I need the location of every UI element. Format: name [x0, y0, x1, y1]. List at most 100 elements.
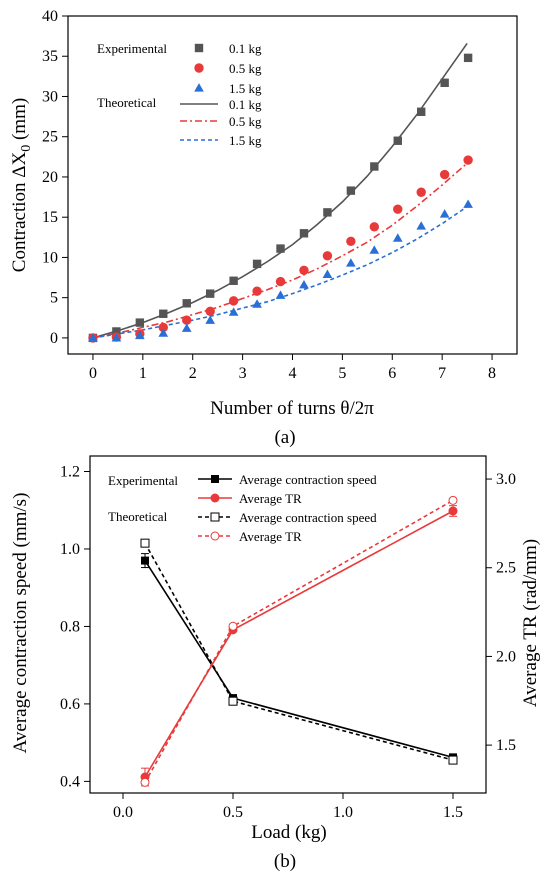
- data-point-a-1: [205, 306, 215, 317]
- data-point-a-0: [323, 208, 332, 217]
- plot-frame-a: [67, 15, 518, 355]
- data-point-b-2: [140, 538, 150, 548]
- data-point-a-0: [417, 107, 426, 116]
- data-point-a-2: [275, 290, 286, 299]
- data-point-a-2: [439, 209, 450, 218]
- x-tick-label-a: 4: [289, 365, 297, 382]
- x-tick-label-a: 0: [89, 365, 97, 382]
- data-point-a-1: [439, 169, 450, 180]
- data-point-b-2: [448, 755, 458, 765]
- x-tick-label-b: 1.0: [333, 804, 353, 821]
- data-point-a-0: [205, 289, 215, 298]
- x-tick-label-a: 7: [438, 365, 446, 382]
- data-point-b-2: [228, 696, 238, 706]
- x-tick-label-a: 6: [388, 365, 396, 382]
- x-tick-label-a: 8: [488, 365, 496, 382]
- data-point-b-3: [140, 777, 150, 787]
- y-axis-title-left-b: Average contraction speed (mm/s): [10, 493, 31, 754]
- series-points-a: [88, 53, 473, 343]
- data-point-a-0: [346, 186, 356, 195]
- series-line-b-0: [144, 560, 454, 759]
- y-axis-title-a-unit: (mm): [9, 98, 30, 145]
- data-point-a-0: [276, 244, 285, 253]
- series-line-b-2: [144, 542, 454, 761]
- data-point-a-1: [275, 276, 286, 287]
- data-point-a-2: [111, 333, 122, 342]
- legend-label-a-0: 0.1 kg: [229, 41, 262, 56]
- data-point-a-1: [393, 204, 403, 214]
- legend-a: Experimental Theoretical 0.1 kg 0.5 kg 1.5 k…: [97, 41, 262, 148]
- x-tick-label-a: 2: [189, 365, 197, 382]
- data-point-a-1: [322, 251, 333, 261]
- data-point-a-1: [182, 315, 192, 325]
- chart-panel-a: 0 1 2 3 4 5 6 7 8 0 5 10 15 20 25 30 35 40 Experimental Th…: [9, 8, 518, 448]
- legend-swatch-marker-b-1: [210, 493, 220, 503]
- legend-b: Experimental Theoretical Average contracti…: [108, 472, 377, 544]
- legend-label-b-2: Average contraction speed: [239, 510, 377, 525]
- y-tick-label-a: 25: [42, 129, 58, 146]
- legend-label-a-2: 1.5 kg: [229, 81, 262, 96]
- data-point-a-2: [88, 333, 98, 342]
- y-tick-label-left-b: 0.8: [60, 618, 80, 635]
- x-tick-label-b: 0.5: [223, 804, 243, 821]
- y-tick-label-right-b: 1.5: [496, 737, 516, 754]
- tick-group-b: 0.0 0.5 1.0 1.5 0.4 0.6 0.8 1.0 1.2 1.5 2.0 2.5 3.0: [60, 463, 516, 821]
- legend-label-b-0: Average contraction speed: [239, 472, 377, 487]
- x-tick-label-b: 0.0: [113, 804, 133, 821]
- chart-panel-b: 0.0 0.5 1.0 1.50.40.60.81.01.21.52.02.53.0 …: [10, 455, 541, 872]
- legend-swatch-marker-b-2: [210, 512, 220, 522]
- legend-label-a-3: 0.1 kg: [229, 97, 262, 112]
- legend-label-a-1: 0.5 kg: [229, 61, 262, 76]
- data-point-a-2: [299, 279, 309, 289]
- x-axis-title-b: Load (kg): [251, 822, 326, 843]
- data-point-b-0: [141, 556, 149, 565]
- data-point-a-2: [181, 323, 192, 332]
- series-line-b-1: [144, 510, 454, 778]
- y-tick-label-right-b: 3.0: [496, 471, 516, 488]
- data-point-a-2: [346, 258, 356, 267]
- data-point-a-2: [228, 307, 239, 316]
- y-tick-label-left-b: 1.2: [60, 463, 80, 480]
- data-point-a-0: [370, 162, 379, 171]
- data-point-a-1: [369, 222, 380, 232]
- data-point-a-2: [392, 233, 403, 242]
- legend-label-a-5: 1.5 kg: [229, 133, 262, 148]
- legend-group-label-a: Theoretical: [97, 95, 157, 110]
- data-point-a-2: [416, 221, 427, 230]
- legend-swatch-marker-b-0: [211, 475, 219, 483]
- data-point-a-2: [252, 299, 262, 308]
- y-tick-label-a: 15: [42, 209, 58, 226]
- series-line-a-3: [92, 42, 468, 339]
- data-point-a-0: [252, 259, 262, 269]
- y-tick-label-a: 40: [42, 8, 58, 25]
- y-axis-title-a: Contraction ΔX0 (mm): [9, 98, 34, 272]
- y-tick-label-left-b: 0.4: [60, 773, 80, 790]
- series-points-b: [140, 495, 458, 787]
- series-line-a-4: [92, 162, 468, 339]
- data-point-a-1: [299, 265, 309, 276]
- data-point-a-1: [252, 286, 262, 296]
- series-line-b-3: [144, 499, 454, 783]
- data-point-b-3: [448, 495, 458, 505]
- data-point-a-0: [182, 299, 191, 308]
- x-tick-label-a: 3: [239, 365, 247, 382]
- x-tick-label-b: 1.5: [443, 804, 463, 821]
- data-point-a-2: [205, 315, 216, 324]
- y-axis-title-a-sub: 0: [19, 145, 34, 152]
- legend-group-label-b: Experimental: [108, 473, 178, 488]
- data-point-a-0: [135, 318, 145, 327]
- legend-label-a-4: 0.5 kg: [229, 114, 262, 129]
- x-axis-title-a: Number of turns θ/2π: [210, 398, 374, 419]
- data-point-a-2: [135, 330, 145, 340]
- data-point-a-2: [322, 269, 333, 278]
- plot-frame-b: [89, 455, 487, 794]
- data-point-a-0: [463, 53, 473, 63]
- y-tick-label-a: 0: [50, 330, 58, 347]
- data-point-b-1: [448, 506, 458, 516]
- x-tick-label-a: 1: [139, 365, 147, 382]
- data-point-a-2: [369, 245, 380, 254]
- tick-group-a: 0 1 2 3 4 5 6 7 8 0 5 10 15 20 25 30 35 40: [42, 8, 496, 382]
- y-tick-label-a: 20: [42, 169, 58, 186]
- legend-group-label-a: Experimental: [97, 41, 167, 56]
